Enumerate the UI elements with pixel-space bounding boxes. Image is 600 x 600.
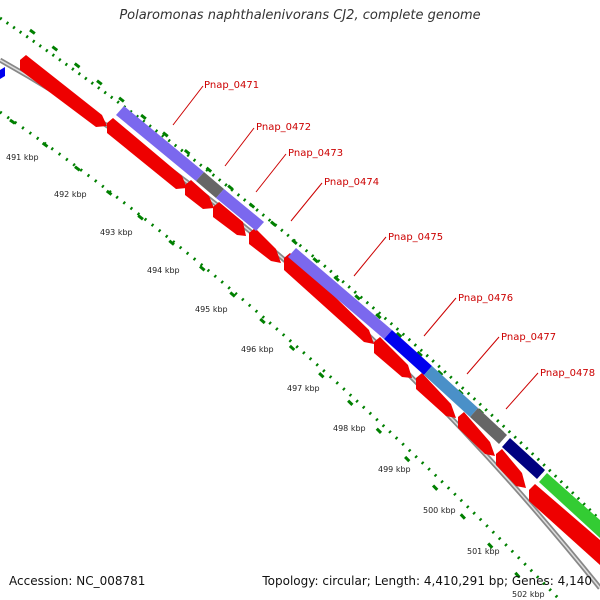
gene-block (288, 248, 392, 339)
genome-backbone (0, 57, 600, 590)
gene-arrow (458, 412, 495, 456)
inner-tick-dash-track (9, 118, 542, 600)
gene-arrow (496, 449, 526, 488)
gene-label[interactable]: Pnap_0477 (501, 332, 556, 343)
leader-line (423, 297, 457, 337)
tick-label: 491 kbp (6, 153, 39, 162)
genome-backbone-highlight (0, 59, 600, 589)
gene-arrow (529, 484, 600, 565)
gene-leader-lines (172, 85, 539, 410)
gene-arrow (20, 55, 107, 127)
accession-text: Accession: NC_008781 (9, 574, 146, 588)
gene-labels: Pnap_0471 Pnap_0472 Pnap_0473 Pnap_0474 … (204, 80, 595, 379)
gene-block (424, 366, 478, 417)
tick-label: 498 kbp (333, 424, 366, 433)
leader-line (290, 182, 323, 222)
gene-block (470, 408, 507, 444)
gene-block (384, 330, 432, 375)
gene-block (0, 67, 5, 79)
map-title: Polaromonas naphthalenivorans CJ2, compl… (119, 8, 481, 23)
gene-arrow (107, 118, 187, 189)
topology-text: Topology: circular; Length: 4,410,291 bp… (262, 574, 592, 588)
tick-label: 496 kbp (241, 345, 274, 354)
gene-block (502, 438, 545, 479)
gene-block (196, 172, 224, 198)
forward-strand-track (0, 67, 600, 538)
tick-label: 493 kbp (100, 228, 133, 237)
tick-label: 497 kbp (287, 384, 320, 393)
leader-line (505, 372, 539, 410)
tick-label: 500 kbp (423, 506, 456, 515)
gene-label[interactable]: Pnap_0475 (388, 232, 443, 243)
leader-line (172, 85, 204, 126)
gene-block (539, 473, 600, 538)
tick-label: 501 kbp (467, 547, 500, 556)
gene-label[interactable]: Pnap_0473 (288, 148, 343, 159)
leader-line (353, 236, 387, 277)
tick-label: 495 kbp (195, 305, 228, 314)
gene-label[interactable]: Pnap_0472 (256, 122, 311, 133)
leader-line (466, 336, 500, 375)
gene-block (216, 189, 264, 231)
gene-block (116, 106, 204, 181)
inner-tick-dotted-track (0, 110, 562, 600)
leader-line (224, 127, 255, 167)
gene-arrow (284, 253, 374, 344)
tick-label: 499 kbp (378, 465, 411, 474)
gene-label[interactable]: Pnap_0478 (540, 368, 595, 379)
gene-label[interactable]: Pnap_0474 (324, 177, 379, 188)
gene-arrow (213, 202, 246, 236)
gene-arrow (249, 228, 281, 263)
gene-label[interactable]: Pnap_0476 (458, 293, 513, 304)
gene-label[interactable]: Pnap_0471 (204, 80, 259, 91)
tick-label: 502 kbp (512, 590, 545, 599)
tick-label: 492 kbp (54, 190, 87, 199)
gene-arrow (185, 180, 214, 209)
leader-line (255, 153, 287, 193)
tick-label: 494 kbp (147, 266, 180, 275)
gene-arrow (416, 373, 456, 418)
reverse-strand-track (20, 55, 600, 565)
tick-labels: 491 kbp 492 kbp 493 kbp 494 kbp 495 kbp … (6, 153, 545, 599)
gene-arrow (374, 337, 412, 378)
